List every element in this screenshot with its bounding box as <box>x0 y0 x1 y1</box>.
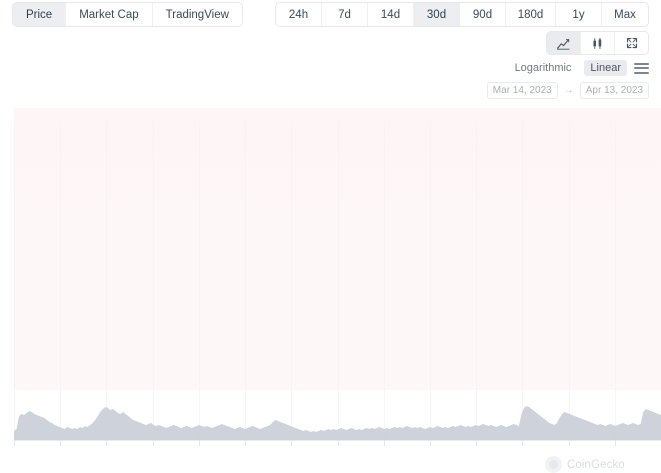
candlestick-icon <box>591 37 604 50</box>
chart-top-bar: Price Market Cap TradingView 24h 7d 14d … <box>0 0 661 29</box>
burger-line <box>634 71 649 74</box>
tab-price[interactable]: Price <box>13 3 67 26</box>
metric-tab-group: Price Market Cap TradingView <box>12 2 243 27</box>
range-180d[interactable]: 180d <box>506 3 556 26</box>
date-range-end-input[interactable]: Apr 13, 2023 <box>579 82 649 99</box>
coingecko-logo-icon <box>545 456 562 473</box>
range-7d[interactable]: 7d <box>322 3 368 26</box>
price-chart[interactable]: $0.00014500$0.00014000$0.00013500$0.0001… <box>0 108 661 473</box>
date-range-arrow-icon: → <box>563 85 574 96</box>
line-chart-button[interactable] <box>547 32 581 54</box>
candlestick-chart-button[interactable] <box>581 32 615 54</box>
range-30d[interactable]: 30d <box>414 3 460 26</box>
tab-tradingview[interactable]: TradingView <box>152 3 242 26</box>
chart-type-group <box>546 31 649 55</box>
range-90d[interactable]: 90d <box>460 3 506 26</box>
date-range-row: Mar 14, 2023 → Apr 13, 2023 <box>486 82 649 99</box>
tab-market-cap[interactable]: Market Cap <box>66 3 153 26</box>
range-14d[interactable]: 14d <box>368 3 414 26</box>
range-max[interactable]: Max <box>602 3 648 26</box>
scale-linear-option[interactable]: Linear <box>584 60 627 76</box>
fullscreen-button[interactable] <box>615 32 648 54</box>
chart-canvas <box>14 108 661 446</box>
time-range-tab-group: 24h 7d 14d 30d 90d 180d 1y Max <box>275 2 649 27</box>
burger-line <box>634 67 649 69</box>
coingecko-watermark: CoinGecko <box>545 456 625 473</box>
range-1y[interactable]: 1y <box>556 3 602 26</box>
scale-toggle-row: Logarithmic Linear <box>509 60 649 76</box>
range-24h[interactable]: 24h <box>276 3 322 26</box>
watermark-text: CoinGecko <box>567 458 625 471</box>
scale-logarithmic-option[interactable]: Logarithmic <box>514 62 572 74</box>
chart-type-toolbar <box>546 31 649 55</box>
hamburger-menu-icon[interactable] <box>634 62 649 75</box>
date-range-start-input[interactable]: Mar 14, 2023 <box>486 82 558 99</box>
expand-icon <box>626 37 638 49</box>
line-chart-icon <box>557 37 570 50</box>
burger-line <box>634 62 649 65</box>
